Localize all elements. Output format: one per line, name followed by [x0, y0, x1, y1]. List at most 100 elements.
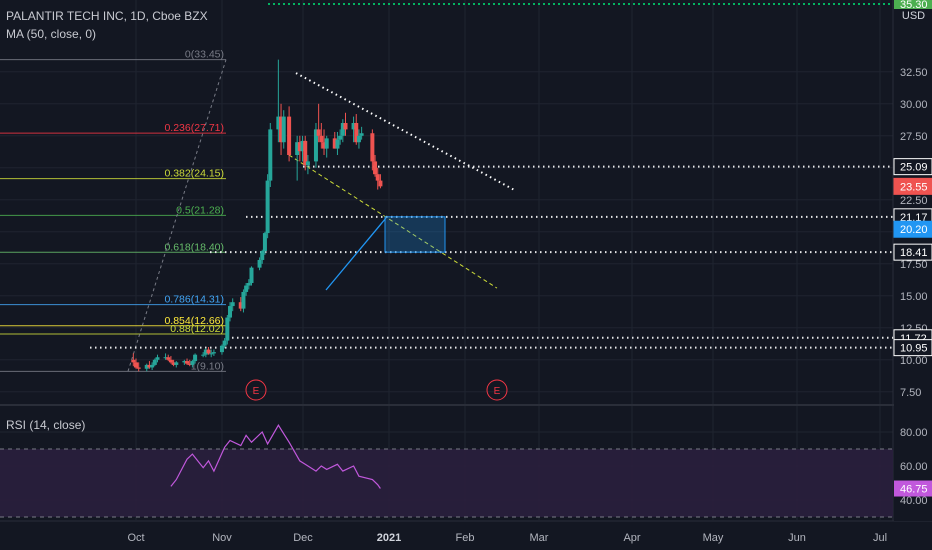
- earnings-marker-label: E: [253, 386, 260, 397]
- candle-body: [354, 123, 359, 143]
- candle-body: [335, 139, 340, 149]
- price-tick-label: 27.50: [900, 131, 928, 143]
- time-tick-label: Apr: [623, 532, 640, 544]
- candle-body: [166, 357, 171, 360]
- candle-body: [268, 129, 273, 181]
- trend-drawings[interactable]: [0, 0, 893, 349]
- candle-body: [246, 283, 251, 286]
- rsi-line: [170, 424, 381, 489]
- candle-body: [287, 116, 292, 155]
- candle-body: [324, 138, 329, 149]
- candle-body: [281, 116, 286, 143]
- time-axis[interactable]: Oct Nov Dec 2021 Feb Mar Apr May Jun Jul: [127, 532, 887, 544]
- price-badge: [893, 158, 932, 176]
- candle-body: [375, 174, 380, 181]
- fib-trend-line: [127, 59, 227, 372]
- candle-body: [295, 142, 300, 155]
- rsi-value-badge: [894, 480, 932, 497]
- candle-body: [322, 142, 327, 149]
- candle-body: [359, 133, 364, 136]
- grid-lines: [0, 0, 932, 522]
- candle-body: [370, 133, 375, 162]
- price-badge: [893, 220, 932, 238]
- candle-body: [316, 129, 321, 136]
- fib-level-label: 0.854(12.66): [164, 315, 224, 327]
- candle-body: [340, 123, 345, 136]
- time-tick-label: 2021: [377, 532, 401, 544]
- time-tick-label: Mar: [530, 532, 549, 544]
- price-tick-label: 15.00: [900, 291, 928, 303]
- candle-body: [134, 362, 138, 368]
- currency-label[interactable]: USD: [901, 10, 926, 22]
- candle-body: [338, 135, 343, 140]
- price-tick-label: 30.00: [900, 99, 928, 111]
- candle-body: [131, 359, 136, 363]
- candle-body: [163, 357, 168, 359]
- candle-body: [152, 359, 157, 365]
- rsi-legend[interactable]: RSI (14, close): [6, 418, 86, 432]
- candle-body: [276, 116, 281, 130]
- candle-body: [144, 364, 149, 369]
- candle-body: [225, 317, 230, 341]
- rsi-panel: [0, 424, 893, 518]
- candle-body: [378, 180, 383, 187]
- candle-body: [219, 345, 224, 353]
- candle-body: [303, 140, 308, 166]
- lower-trend-channel: [288, 154, 498, 289]
- projection-arrow: [325, 217, 387, 291]
- candle-body: [279, 116, 284, 143]
- candle-body: [147, 364, 152, 368]
- price-badge-label: 10.95: [900, 343, 928, 355]
- candle-body: [262, 233, 267, 251]
- top-price-badge-label: 35.30: [900, 0, 928, 11]
- candle-body: [238, 302, 243, 309]
- candle-body: [182, 361, 187, 363]
- candle-body: [185, 361, 190, 364]
- candlestick-series: [131, 59, 383, 372]
- price-tick-label: 10.00: [900, 355, 928, 367]
- candle-body: [300, 140, 305, 152]
- rsi-band: [0, 449, 893, 517]
- top-price-badge: [894, 0, 932, 9]
- rsi-tick-label: 80.00: [900, 427, 928, 439]
- fib-level-label: 0.88(12.02): [170, 323, 224, 335]
- earnings-marker-circle: [245, 379, 267, 401]
- candle-body: [249, 267, 254, 283]
- fib-level-label: 0(33.45): [185, 49, 224, 61]
- candle-body: [305, 161, 310, 166]
- candle-body: [228, 306, 233, 318]
- price-badge-label: 18.41: [900, 247, 928, 259]
- candle-body: [265, 180, 270, 234]
- fibonacci-retracement[interactable]: 0(33.45) 0.236(27.71) 0.382(24.15) 0.5(21.2…: [0, 49, 227, 373]
- time-tick-label: Jul: [873, 532, 887, 544]
- candle-body: [230, 302, 235, 307]
- earnings-marker-label: E: [494, 386, 501, 397]
- price-badge: [893, 243, 932, 261]
- candle-body: [373, 161, 378, 175]
- target-zone-box: [384, 216, 446, 253]
- candle-body: [257, 259, 262, 268]
- candle-body: [356, 135, 361, 143]
- candle-body: [193, 354, 198, 362]
- candle-body: [209, 353, 214, 355]
- price-badge-label: 20.20: [900, 224, 928, 236]
- candle-body: [190, 361, 195, 365]
- candle-body: [332, 138, 337, 149]
- candle-body: [206, 349, 211, 354]
- ma-legend[interactable]: MA (50, close, 0): [6, 27, 97, 41]
- price-axis[interactable]: 32.5030.0027.5025.0022.5020.0017.5015.00…: [893, 0, 932, 521]
- fib-level-label: 1(9.10): [191, 360, 224, 372]
- candle-body: [244, 285, 249, 292]
- symbol-legend[interactable]: PALANTIR TECH INC, 1D, Cboe BZX: [6, 9, 208, 23]
- candle-body: [351, 123, 356, 130]
- candle-body: [313, 129, 318, 162]
- price-badge-label: 23.55: [900, 181, 928, 193]
- candle-body: [319, 135, 324, 143]
- fib-level-label: 0.382(24.15): [164, 168, 224, 180]
- candle-body: [136, 367, 141, 369]
- time-tick-label: May: [703, 532, 724, 544]
- candle-body: [343, 123, 348, 130]
- earnings-marker-circle: [486, 379, 508, 401]
